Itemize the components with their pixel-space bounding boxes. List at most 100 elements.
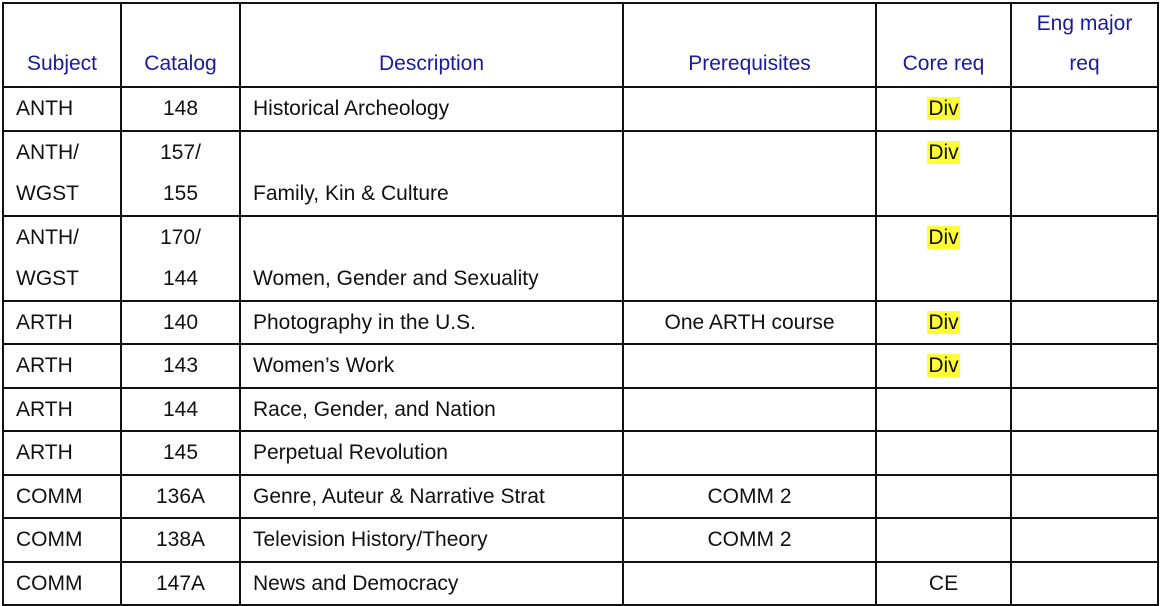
prerequisites-cell [622,343,877,389]
catalog-line: 170/ [160,225,201,249]
table-row: COMM 147A News and Democracy CE [2,560,1159,606]
catalog-cell: 148 [120,86,241,132]
core-req-cell [875,430,1012,476]
prerequisites-text: COMM 2 [707,484,792,508]
core-req-cell: Div [875,214,1012,302]
prerequisites-cell [622,86,877,132]
subject-line: WGST [16,267,79,290]
description-cell: Historical Archeology [239,86,624,132]
core-req-cell: Div [875,343,1012,389]
description-cell: Perpetual Revolution [239,430,624,476]
catalog-line: 144 [162,397,199,421]
subject-cell: ARTH [2,386,122,432]
header-eng-line: Eng major [1036,12,1133,35]
subject-line: COMM [16,484,83,508]
subject-cell: ANTH/WGST [2,214,122,302]
core-req-cell: Div [875,86,1012,132]
table-row: COMM 136A Genre, Auteur & Narrative Strat C… [2,473,1159,519]
subject-cell: COMM [2,473,122,519]
description-cell: News and Democracy [239,560,624,606]
table-row: ANTH 148 Historical Archeology Div [2,86,1159,132]
subject-cell: ARTH [2,430,122,476]
header-subject: Subject [2,2,122,88]
catalog-line: 155 [162,182,199,205]
prerequisites-cell [622,129,877,217]
prerequisites-cell [622,214,877,302]
core-req-text: CE [928,571,959,595]
eng-major-req-cell [1010,214,1159,302]
catalog-cell: 170/144 [120,214,241,302]
eng-major-req-cell [1010,299,1159,345]
prerequisites-cell: One ARTH course [622,299,877,345]
subject-cell: ARTH [2,343,122,389]
subject-line: ARTH [16,354,73,377]
catalog-cell: 144 [120,386,241,432]
description-text: News and Democracy [253,571,459,595]
catalog-cell: 143 [120,343,241,389]
catalog-cell: 157/155 [120,129,241,217]
table-row: COMM 138A Television History/Theory COMM 2 [2,517,1159,563]
catalog-line: 147A [155,571,206,595]
description-text: Race, Gender, and Nation [253,397,496,421]
header-core-req: Core req [875,2,1012,88]
core-req-text: Div [927,354,960,377]
header-eng-line: req [1069,52,1100,75]
eng-major-req-cell [1010,86,1159,132]
core-req-text: Div [927,97,960,120]
description-cell: Photography in the U.S. [239,299,624,345]
description-cell: Genre, Auteur & Narrative Strat [239,473,624,519]
core-req-text: Div [927,310,960,334]
subject-line: ANTH/ [16,225,79,249]
eng-major-req-cell [1010,560,1159,606]
core-req-cell [875,386,1012,432]
subject-cell: ANTH [2,86,122,132]
prerequisites-cell [622,560,877,606]
table-row: ANTH/WGST 157/155 Family, Kin & Culture Div [2,129,1159,217]
eng-major-req-cell [1010,343,1159,389]
catalog-cell: 145 [120,430,241,476]
core-req-text: Div [927,140,960,164]
subject-line: ANTH [16,97,74,120]
core-req-cell [875,473,1012,519]
catalog-line: 136A [155,484,206,508]
table-row: ARTH 145 Perpetual Revolution [2,430,1159,476]
description-text: Historical Archeology [253,97,450,120]
catalog-cell: 140 [120,299,241,345]
catalog-line: 144 [162,267,199,290]
prerequisites-text: COMM 2 [707,528,792,551]
description-cell: Television History/Theory [239,517,624,563]
table-row: ANTH/WGST 170/144 Women, Gender and Sexual… [2,214,1159,302]
description-text: Women, Gender and Sexuality [253,267,539,290]
eng-major-req-cell [1010,129,1159,217]
description-cell: Women’s Work [239,343,624,389]
catalog-line: 148 [162,97,199,120]
description-text: Television History/Theory [253,528,488,551]
description-text: Photography in the U.S. [253,310,476,334]
catalog-line: 157/ [160,140,201,164]
catalog-cell: 136A [120,473,241,519]
catalog-line: 140 [162,310,199,334]
description-text: Genre, Auteur & Narrative Strat [253,484,545,508]
header-catalog: Catalog [120,2,241,88]
eng-major-req-cell [1010,386,1159,432]
catalog-cell: 147A [120,560,241,606]
catalog-line: 138A [155,528,206,551]
table-row: ARTH 143 Women’s Work Div [2,343,1159,389]
subject-cell: ANTH/WGST [2,129,122,217]
catalog-cell: 138A [120,517,241,563]
header-row: Subject Catalog Description Prerequisite… [2,2,1159,88]
subject-line: ANTH/ [16,140,79,164]
core-req-text: Div [927,225,960,249]
subject-cell: COMM [2,517,122,563]
prerequisites-cell: COMM 2 [622,517,877,563]
catalog-line: 143 [162,354,199,377]
description-text: Family, Kin & Culture [253,182,449,205]
table-row: ARTH 140 Photography in the U.S. One ARTH c… [2,299,1159,345]
core-req-cell [875,517,1012,563]
subject-cell: COMM [2,560,122,606]
description-cell: Women, Gender and Sexuality [239,214,624,302]
core-req-cell: CE [875,560,1012,606]
header-prerequisites: Prerequisites [622,2,877,88]
description-text: Women’s Work [253,354,395,377]
